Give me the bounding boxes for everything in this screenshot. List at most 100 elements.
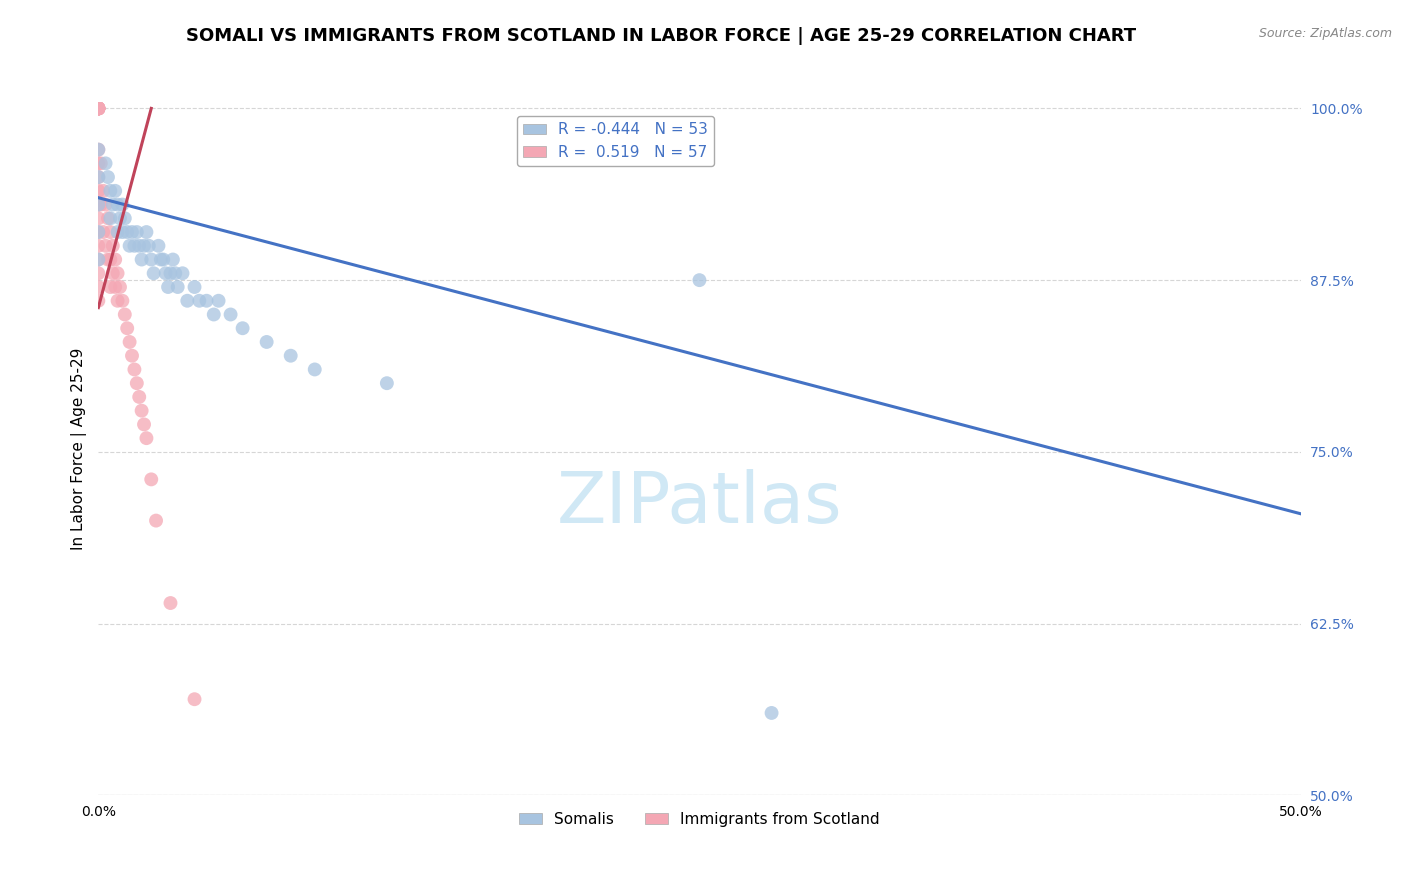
Point [128, 239, 150, 253]
Point [159, 266, 181, 280]
Point [141, 472, 163, 486]
Point [280, 349, 302, 363]
Point [162, 252, 184, 267]
Point [87, 102, 110, 116]
Point [94, 239, 117, 253]
Legend: Somalis, Immigrants from Scotland: Somalis, Immigrants from Scotland [513, 805, 886, 833]
Point [87, 102, 110, 116]
Point [87, 102, 110, 116]
Point [97, 252, 120, 267]
Point [256, 334, 278, 349]
Point [101, 266, 124, 280]
Point [121, 349, 143, 363]
Point [125, 376, 148, 391]
Point [165, 266, 187, 280]
Point [87, 225, 110, 239]
Text: Source: ZipAtlas.com: Source: ZipAtlas.com [1258, 27, 1392, 40]
Point [87, 143, 110, 157]
Point [135, 225, 157, 239]
Point [94, 156, 117, 170]
Point [101, 197, 124, 211]
Point [108, 280, 131, 294]
Point [90, 156, 112, 170]
Point [111, 293, 134, 308]
Point [100, 211, 122, 226]
Text: ZIPatlas: ZIPatlas [557, 469, 842, 539]
Point [148, 239, 170, 253]
Point [152, 252, 174, 267]
Point [87, 266, 110, 280]
Point [132, 239, 155, 253]
Point [232, 321, 254, 335]
Point [183, 280, 205, 294]
Point [87, 102, 110, 116]
Point [172, 266, 194, 280]
Point [107, 266, 129, 280]
Point [100, 225, 122, 239]
Point [90, 197, 112, 211]
Point [125, 225, 148, 239]
Point [87, 197, 110, 211]
Point [97, 170, 120, 185]
Point [115, 321, 138, 335]
Point [118, 239, 141, 253]
Point [91, 184, 114, 198]
Point [108, 211, 131, 226]
Point [94, 197, 117, 211]
Point [159, 596, 181, 610]
Point [87, 102, 110, 116]
Point [87, 280, 110, 294]
Point [118, 334, 141, 349]
Point [131, 252, 153, 267]
Point [107, 225, 129, 239]
Point [104, 280, 127, 294]
Y-axis label: In Labor Force | Age 25-29: In Labor Force | Age 25-29 [72, 347, 87, 549]
Point [149, 252, 172, 267]
Point [375, 376, 398, 391]
Point [176, 293, 198, 308]
Point [111, 197, 134, 211]
Text: SOMALI VS IMMIGRANTS FROM SCOTLAND IN LABOR FORCE | AGE 25-29 CORRELATION CHART: SOMALI VS IMMIGRANTS FROM SCOTLAND IN LA… [186, 27, 1136, 45]
Point [100, 252, 122, 267]
Point [87, 102, 110, 116]
Point [166, 280, 188, 294]
Point [87, 170, 110, 185]
Point [155, 266, 177, 280]
Point [688, 273, 710, 287]
Point [111, 225, 134, 239]
Point [114, 211, 136, 226]
Point [157, 280, 180, 294]
Point [761, 706, 783, 720]
Point [87, 102, 110, 116]
Point [107, 293, 129, 308]
Point [87, 184, 110, 198]
Point [100, 184, 122, 198]
Point [100, 280, 122, 294]
Point [87, 252, 110, 267]
Point [132, 417, 155, 432]
Point [188, 293, 211, 308]
Point [131, 403, 153, 417]
Point [219, 308, 242, 322]
Point [304, 362, 326, 376]
Point [145, 514, 167, 528]
Point [87, 102, 110, 116]
Point [107, 197, 129, 211]
Point [207, 293, 229, 308]
Point [87, 156, 110, 170]
Point [87, 293, 110, 308]
Point [128, 390, 150, 404]
Point [202, 308, 225, 322]
Point [183, 692, 205, 706]
Point [87, 170, 110, 185]
Point [138, 239, 160, 253]
Point [87, 102, 110, 116]
Point [87, 197, 110, 211]
Point [101, 239, 124, 253]
Point [97, 211, 120, 226]
Point [124, 239, 146, 253]
Point [135, 431, 157, 445]
Point [104, 252, 127, 267]
Point [124, 362, 146, 376]
Point [142, 266, 165, 280]
